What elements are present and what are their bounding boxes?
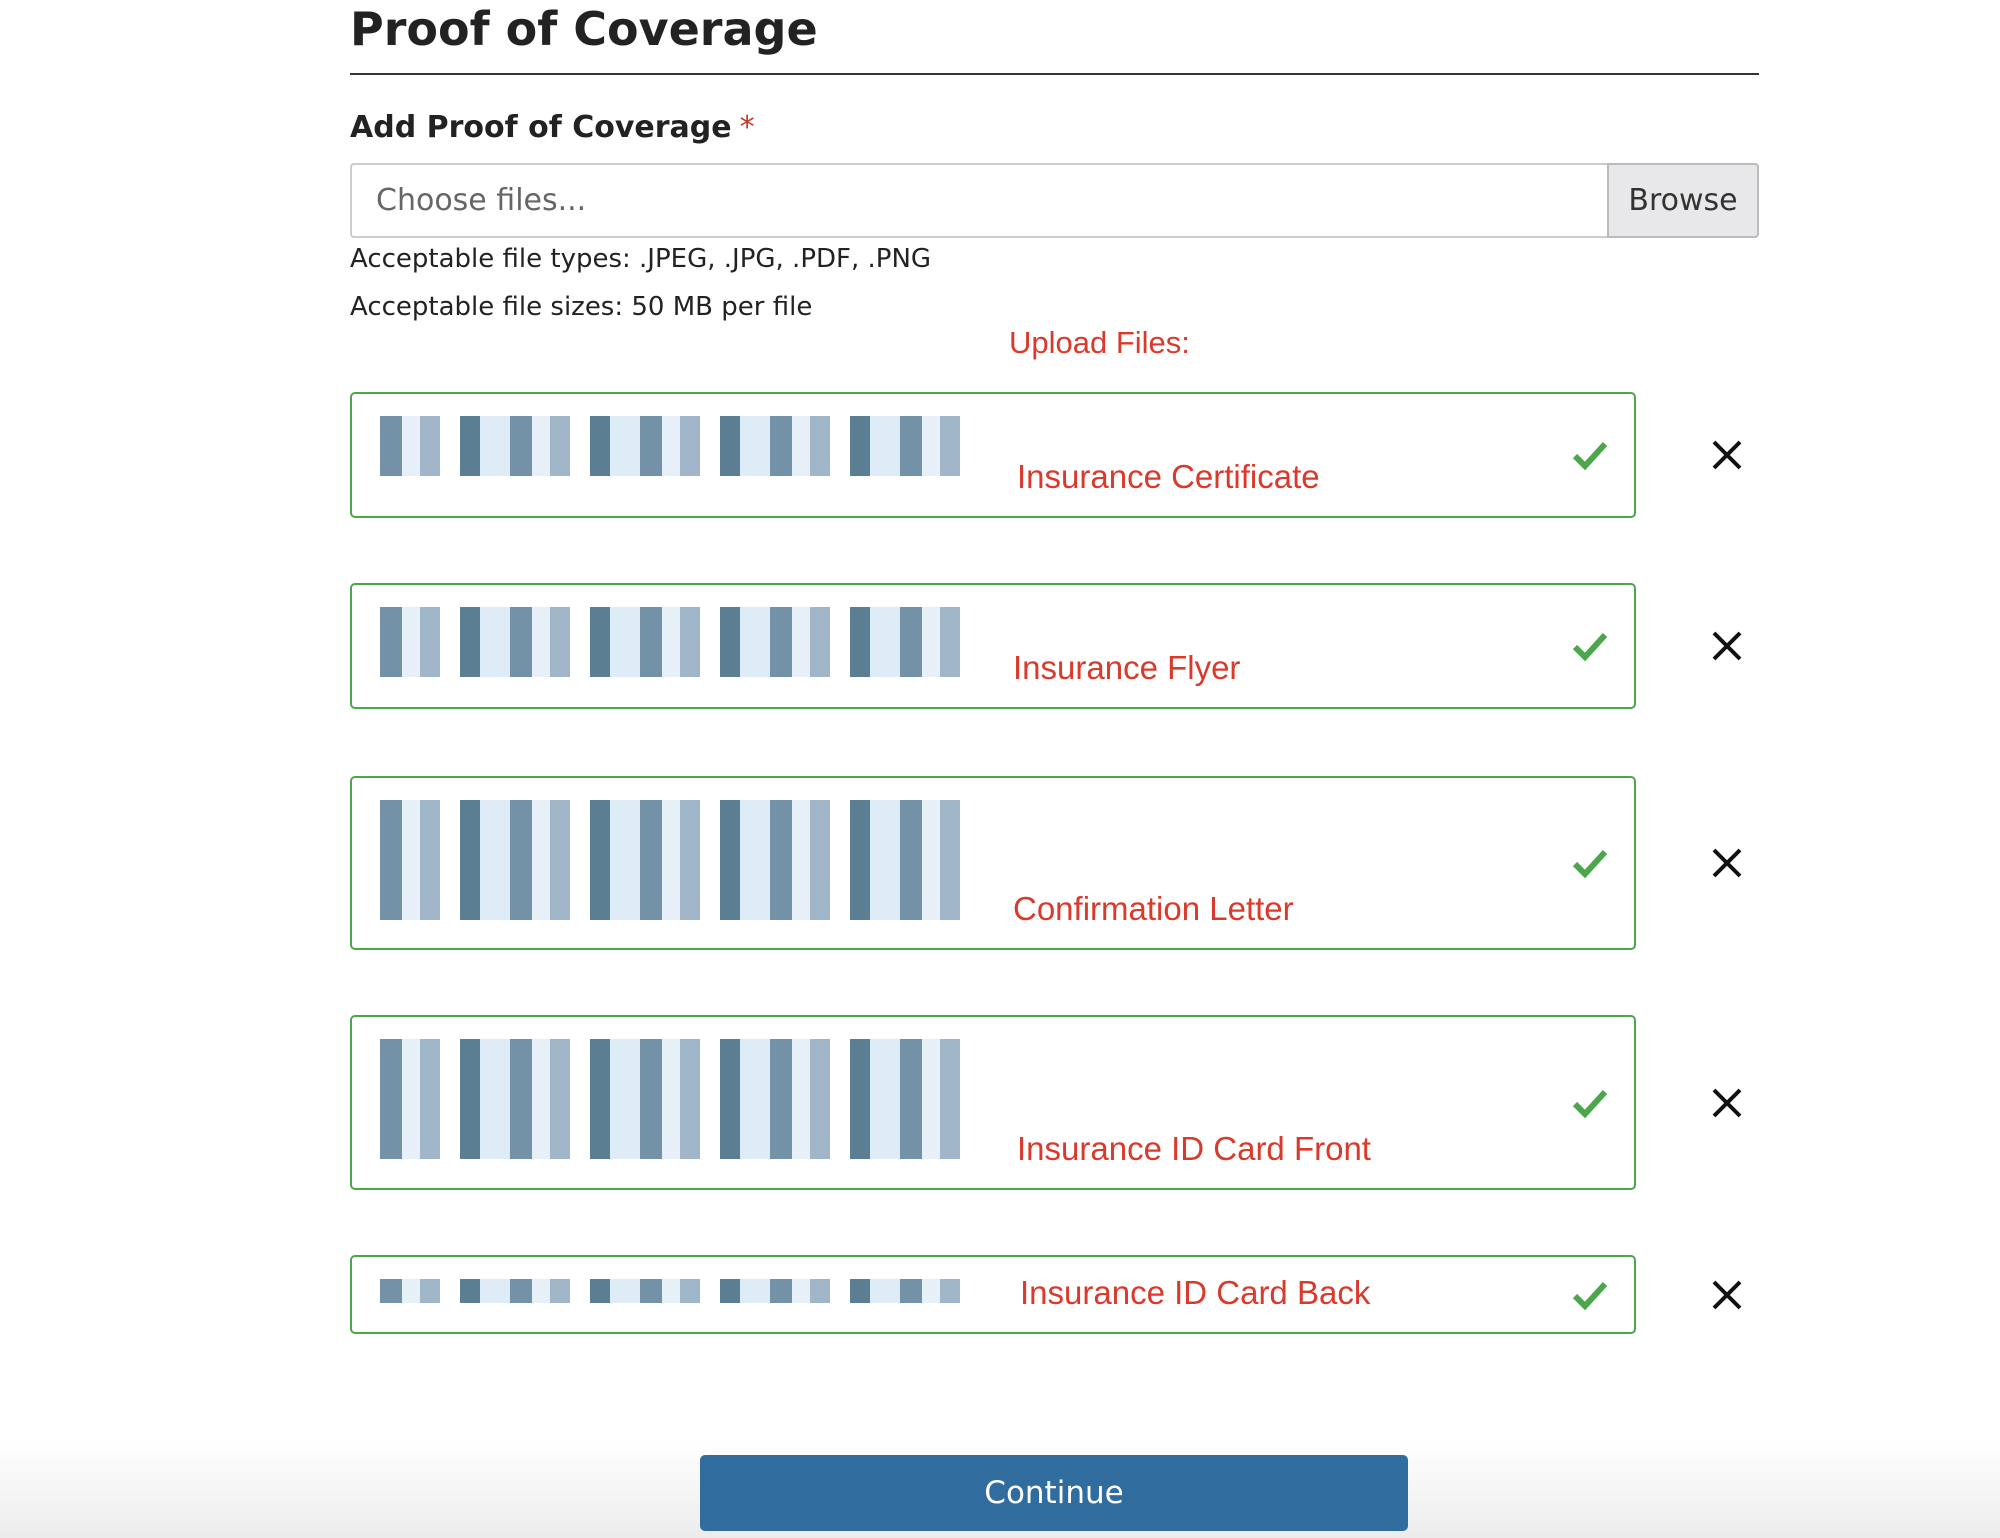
- file-label: Insurance ID Card Front: [1017, 1130, 1371, 1167]
- file-row: Insurance Flyer: [350, 583, 1636, 709]
- file-label: Insurance Certificate: [1017, 458, 1320, 495]
- file-preview: [380, 607, 960, 677]
- check-icon: [1572, 1089, 1608, 1118]
- file-preview: [380, 416, 960, 476]
- remove-button[interactable]: [1710, 629, 1744, 663]
- check-icon: [1572, 632, 1608, 661]
- file-row: Insurance ID Card Front: [350, 1015, 1636, 1190]
- required-mark: *: [739, 110, 755, 145]
- divider: [350, 73, 1759, 75]
- field-label: Add Proof of Coverage *: [350, 110, 755, 145]
- file-label: Insurance Flyer: [1013, 649, 1241, 686]
- remove-button[interactable]: [1710, 1278, 1744, 1312]
- remove-button[interactable]: [1710, 846, 1744, 880]
- upload-heading: Upload Files:: [1009, 325, 1190, 360]
- remove-button[interactable]: [1710, 438, 1744, 472]
- check-icon: [1572, 1281, 1608, 1310]
- file-row: Confirmation Letter: [350, 776, 1636, 950]
- label-text: Add Proof of Coverage: [350, 110, 732, 145]
- file-label: Insurance ID Card Back: [1020, 1274, 1371, 1311]
- file-label: Confirmation Letter: [1013, 890, 1294, 927]
- hint: Acceptable file sizes: 50 MB per file: [350, 292, 813, 322]
- file-input[interactable]: Choose files...: [350, 163, 1607, 238]
- check-icon: [1572, 441, 1608, 470]
- remove-button[interactable]: [1710, 1086, 1744, 1120]
- file-preview: [380, 1279, 960, 1303]
- file-preview: [380, 800, 960, 920]
- browse-button[interactable]: Browse: [1607, 163, 1759, 238]
- file-preview: [380, 1039, 960, 1159]
- hint: Acceptable file types: .JPEG, .JPG, .PDF…: [350, 244, 932, 274]
- continue-button[interactable]: Continue: [700, 1455, 1408, 1531]
- check-icon: [1572, 849, 1608, 878]
- file-row: Insurance ID Card Back: [350, 1255, 1636, 1334]
- page-title: Proof of Coverage: [350, 2, 818, 56]
- file-row: Insurance Certificate: [350, 392, 1636, 518]
